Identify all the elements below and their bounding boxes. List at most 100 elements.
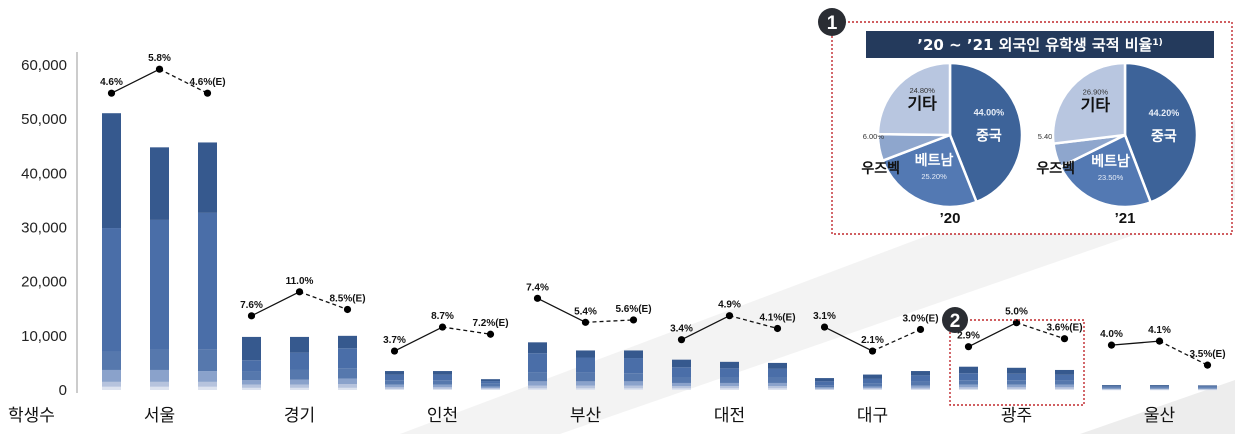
category-labels: 서울 경기 인천 부산 대전 대구 광주 울산 xyxy=(144,406,1176,426)
growth-line-estimate xyxy=(872,328,921,352)
y-tick-label: 0 xyxy=(59,382,67,399)
bar-segment xyxy=(1007,387,1026,389)
bar-segment xyxy=(1102,385,1121,387)
bar-segment xyxy=(528,342,547,354)
bar-segment xyxy=(1055,387,1074,389)
bar-segment xyxy=(1055,369,1074,375)
growth-rate-label: 3.1% xyxy=(813,311,836,322)
growth-point xyxy=(677,336,686,344)
bar-segment xyxy=(290,352,309,370)
pie-slice-pct: 25.20% xyxy=(921,172,947,181)
bar-segment xyxy=(959,373,978,381)
growth-point xyxy=(820,323,829,331)
pie-slice-pct: 44.00% xyxy=(974,108,1005,118)
bar-segment xyxy=(198,212,217,350)
y-tick-label: 60,000 xyxy=(21,57,67,74)
bar-segment xyxy=(150,381,169,387)
growth-line-estimate xyxy=(585,319,634,323)
bar-segment xyxy=(768,382,787,387)
bar-segment xyxy=(1007,373,1026,381)
bar-segment xyxy=(528,385,547,389)
bar-segment xyxy=(720,388,739,390)
bar-segment xyxy=(720,377,739,383)
bar-segment xyxy=(672,367,691,377)
bar-segment xyxy=(481,389,500,390)
bar-segment xyxy=(1007,380,1026,385)
bar-segment xyxy=(815,387,834,389)
bar-segment xyxy=(242,387,261,390)
bar-segment xyxy=(959,384,978,388)
growth-point xyxy=(486,330,495,338)
growth-point xyxy=(390,347,399,355)
pie-slice xyxy=(1123,61,1199,204)
bar-segment xyxy=(863,383,882,387)
category-label: 대구 xyxy=(857,406,888,426)
growth-point xyxy=(725,312,734,320)
bar-segment xyxy=(198,142,217,213)
growth-point xyxy=(533,294,542,302)
bar-series xyxy=(102,113,1217,391)
pie-slice-name: 기타 xyxy=(1081,96,1111,115)
growth-point xyxy=(1203,361,1212,369)
pie-year-label: ’20 xyxy=(940,210,961,227)
bar-segment xyxy=(433,374,452,381)
bar-segment xyxy=(720,382,739,387)
bar-segment xyxy=(433,371,452,375)
bar-segment xyxy=(198,381,217,387)
growth-point xyxy=(1060,335,1069,343)
growth-rate-label: 7.4% xyxy=(526,282,549,293)
bar-segment xyxy=(672,359,691,368)
growth-rate-label: 7.2%(E) xyxy=(472,318,508,329)
growth-point xyxy=(1107,341,1116,349)
bar-segment xyxy=(624,385,643,389)
growth-line-estimate xyxy=(159,68,208,94)
pie-slice xyxy=(876,61,952,137)
bar-segment xyxy=(576,381,595,386)
growth-rate-label: 7.6% xyxy=(240,300,263,311)
growth-line-estimate xyxy=(729,315,778,330)
growth-rate-label: 3.7% xyxy=(383,335,406,346)
bar-segment xyxy=(959,380,978,385)
pie-slice-pct: 24.80% xyxy=(909,86,935,95)
bar-segment xyxy=(198,371,217,382)
bar-segment xyxy=(863,388,882,390)
bar-segment xyxy=(290,369,309,380)
y-tick-label: 50,000 xyxy=(21,111,67,128)
category-label: 대전 xyxy=(714,406,745,426)
pie-slice-name: 우즈벡 xyxy=(1036,160,1075,177)
growth-point xyxy=(581,318,590,326)
bar-segment xyxy=(576,385,595,389)
bar-segment xyxy=(338,348,357,369)
bar-segment xyxy=(768,386,787,389)
bar-segment xyxy=(576,388,595,390)
category-label: 경기 xyxy=(284,406,315,426)
bar-segment xyxy=(102,381,121,387)
bar-segment xyxy=(959,366,978,374)
growth-point xyxy=(438,323,447,331)
bar-segment xyxy=(1102,389,1121,390)
y-axis-title: 학생수 xyxy=(8,406,55,426)
pie-slice-name: 베트남 xyxy=(1091,153,1130,170)
bar-segment xyxy=(768,368,787,377)
growth-point xyxy=(343,305,352,314)
growth-point xyxy=(629,316,638,324)
growth-rate-label: 4.0% xyxy=(1100,329,1123,340)
bar-segment xyxy=(720,368,739,377)
bar-segment xyxy=(959,387,978,389)
pie-slice-name: 우즈벡 xyxy=(861,160,900,177)
bar-segment xyxy=(242,384,261,388)
bar-segment xyxy=(1102,388,1121,390)
bar-segment xyxy=(720,361,739,369)
growth-rate-label: 5.8% xyxy=(148,53,171,64)
bar-segment xyxy=(911,389,930,390)
bar-segment xyxy=(242,380,261,385)
growth-line-solid xyxy=(824,326,873,352)
bar-segment xyxy=(1198,389,1217,391)
bar-segment xyxy=(1102,389,1121,391)
bar-segment xyxy=(290,387,309,390)
growth-point xyxy=(916,325,925,334)
bar-segment xyxy=(624,358,643,374)
